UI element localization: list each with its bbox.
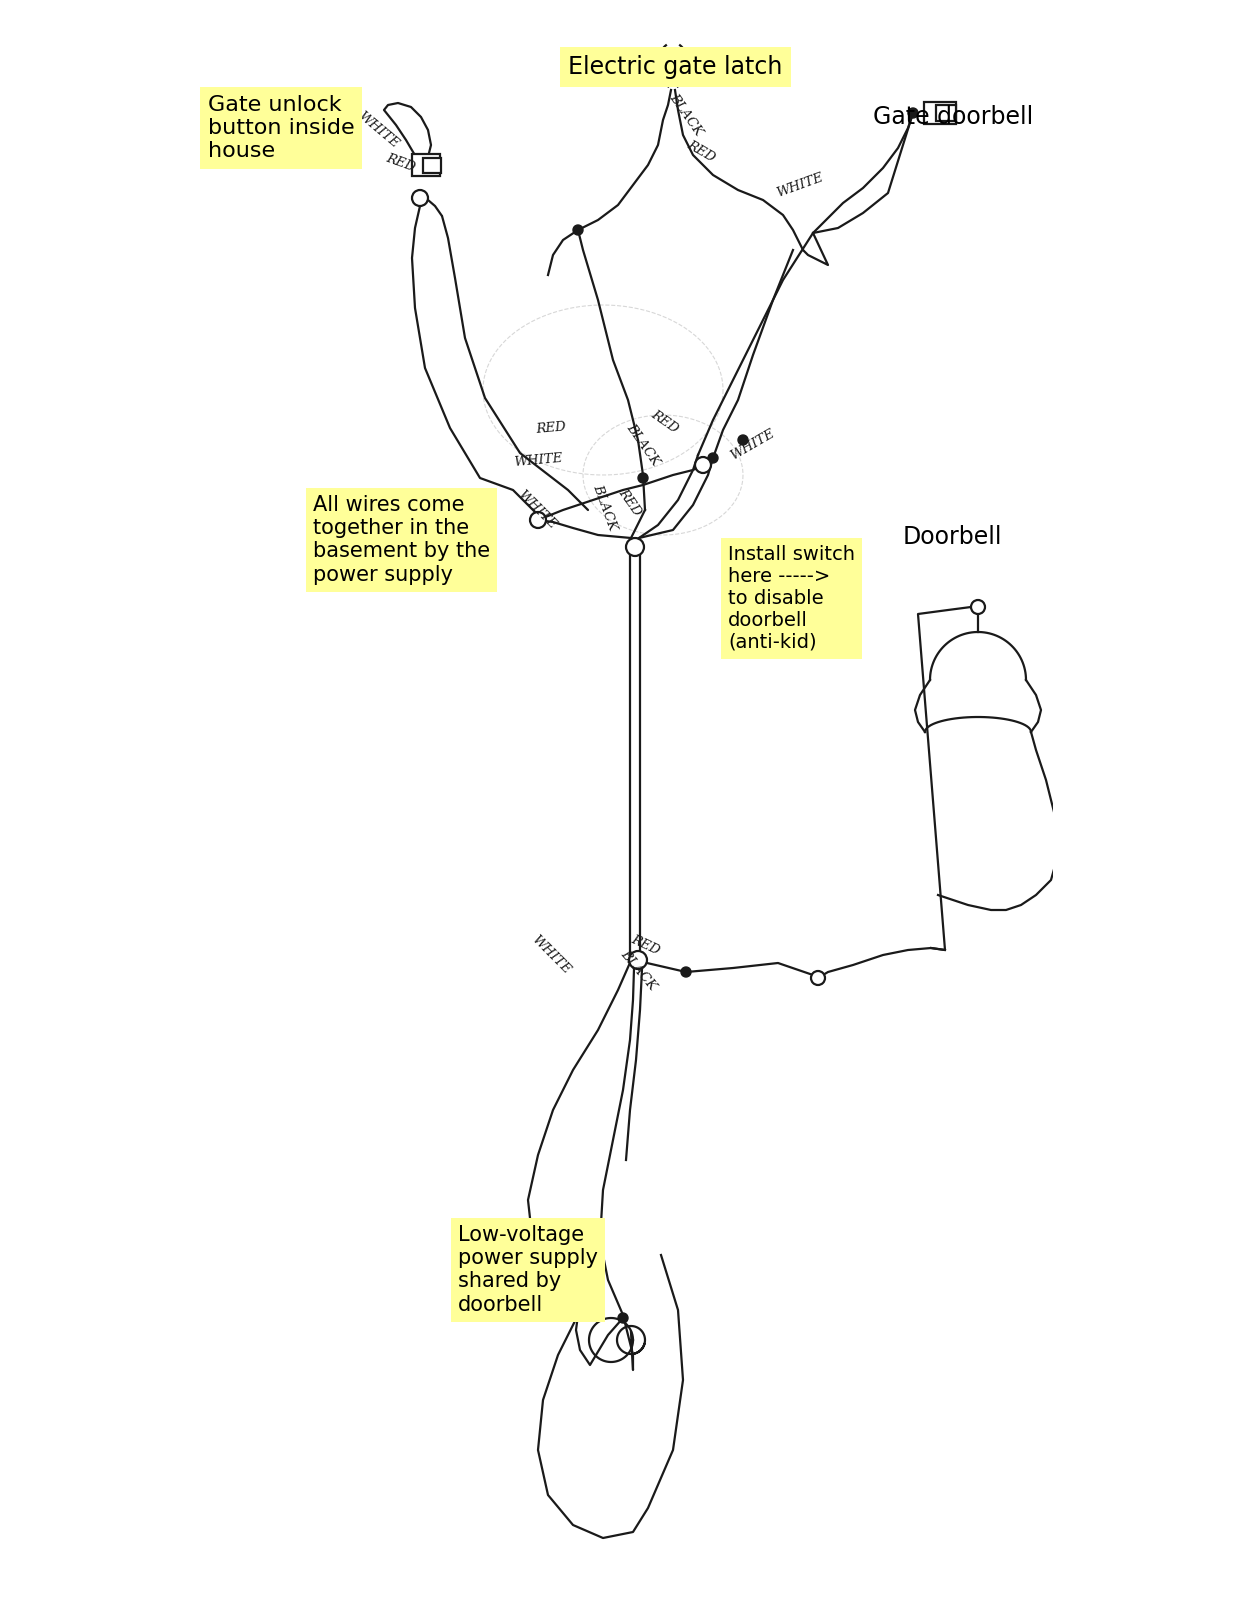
Circle shape bbox=[681, 966, 691, 978]
FancyBboxPatch shape bbox=[936, 106, 955, 122]
FancyBboxPatch shape bbox=[423, 157, 441, 173]
Text: Gate unlock
button inside
house: Gate unlock button inside house bbox=[208, 94, 355, 162]
Circle shape bbox=[695, 458, 711, 474]
Circle shape bbox=[629, 950, 646, 970]
Text: Electric gate latch: Electric gate latch bbox=[569, 54, 782, 78]
Text: RED: RED bbox=[384, 152, 418, 174]
Text: RED: RED bbox=[616, 486, 644, 518]
Text: WHITE: WHITE bbox=[529, 933, 572, 978]
Circle shape bbox=[618, 1314, 628, 1323]
FancyBboxPatch shape bbox=[925, 102, 955, 125]
Circle shape bbox=[811, 971, 824, 986]
Text: WHITE: WHITE bbox=[515, 488, 559, 531]
Text: WHITE: WHITE bbox=[355, 109, 400, 150]
Text: RED: RED bbox=[685, 139, 717, 165]
Text: RED: RED bbox=[649, 408, 681, 435]
Text: WHITE: WHITE bbox=[513, 451, 562, 469]
Circle shape bbox=[638, 474, 648, 483]
Text: Gate doorbell: Gate doorbell bbox=[873, 106, 1033, 130]
Text: WHITE: WHITE bbox=[728, 427, 777, 462]
Circle shape bbox=[908, 109, 918, 118]
Circle shape bbox=[738, 435, 748, 445]
Text: Install switch
here ----->
to disable
doorbell
(anti-kid): Install switch here -----> to disable do… bbox=[728, 546, 855, 653]
Text: All wires come
together in the
basement by the
power supply: All wires come together in the basement … bbox=[313, 494, 491, 584]
Circle shape bbox=[530, 512, 546, 528]
Circle shape bbox=[412, 190, 428, 206]
Circle shape bbox=[971, 600, 985, 614]
Circle shape bbox=[708, 453, 718, 462]
FancyBboxPatch shape bbox=[412, 154, 440, 176]
Text: BLACK: BLACK bbox=[591, 482, 619, 531]
Text: BLACK: BLACK bbox=[618, 947, 659, 992]
Circle shape bbox=[574, 226, 583, 235]
Text: BLACK: BLACK bbox=[667, 91, 705, 139]
Text: Low-voltage
power supply
shared by
doorbell: Low-voltage power supply shared by doorb… bbox=[459, 1226, 598, 1315]
Text: RED: RED bbox=[535, 421, 566, 435]
Text: Doorbell: Doorbell bbox=[904, 525, 1002, 549]
Text: BLACK: BLACK bbox=[624, 421, 662, 469]
Circle shape bbox=[625, 538, 644, 557]
Text: WHITE: WHITE bbox=[775, 171, 826, 200]
Text: RED: RED bbox=[629, 933, 661, 957]
